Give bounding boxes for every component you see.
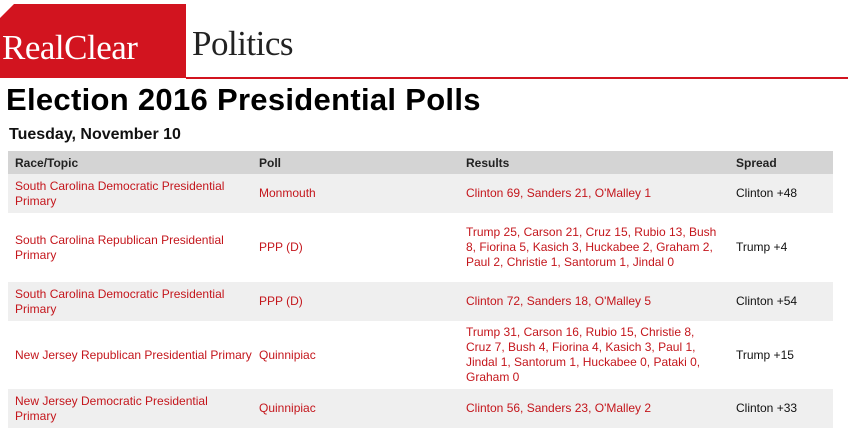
poll-link[interactable]: Monmouth (259, 186, 316, 200)
results-link[interactable]: Trump 25, Carson 21, Cruz 15, Rubio 13, … (466, 225, 717, 269)
poll-link[interactable]: PPP (D) (259, 240, 303, 254)
polls-table: Race/Topic Poll Results Spread South Car… (8, 151, 833, 428)
page-title: Election 2016 Presidential Polls (6, 82, 481, 117)
logo-fold-corner (0, 4, 14, 18)
table-row: South Carolina Republican Presidential P… (8, 213, 833, 282)
spread-value: Trump +4 (729, 213, 833, 282)
table-row: South Carolina Democratic Presidential P… (8, 282, 833, 321)
results-link[interactable]: Trump 31, Carson 16, Rubio 15, Christie … (466, 325, 701, 384)
column-header-poll: Poll (252, 151, 459, 174)
spread-value: Clinton +48 (729, 174, 833, 213)
poll-link[interactable]: Quinnipiac (259, 401, 316, 415)
table-header-row: Race/Topic Poll Results Spread (8, 151, 833, 174)
table-row: South Carolina Democratic Presidential P… (8, 174, 833, 213)
poll-link[interactable]: PPP (D) (259, 294, 303, 308)
spread-value: Trump +15 (729, 321, 833, 389)
race-link[interactable]: South Carolina Democratic Presidential P… (15, 286, 225, 316)
race-link[interactable]: New Jersey Democratic Presidential Prima… (15, 393, 208, 423)
spread-value: Clinton +33 (729, 389, 833, 428)
column-header-race: Race/Topic (8, 151, 252, 174)
column-header-spread: Spread (729, 151, 833, 174)
spread-value: Clinton +54 (729, 282, 833, 321)
site-logo[interactable]: RealClear (0, 4, 186, 78)
table-row: New Jersey Republican Presidential Prima… (8, 321, 833, 389)
logo-text-politics[interactable]: Politics (192, 24, 294, 63)
race-link[interactable]: South Carolina Democratic Presidential P… (15, 178, 225, 208)
date-heading: Tuesday, November 10 (9, 126, 181, 143)
site-header: RealClear Politics (0, 0, 848, 82)
poll-link[interactable]: Quinnipiac (259, 347, 316, 362)
race-link[interactable]: New Jersey Republican Presidential Prima… (15, 347, 252, 362)
logo-text-realclear: RealClear (2, 28, 138, 67)
race-link[interactable]: South Carolina Republican Presidential P… (15, 232, 224, 262)
table-row: New Jersey Democratic Presidential Prima… (8, 389, 833, 428)
header-divider (186, 77, 848, 79)
results-link[interactable]: Clinton 56, Sanders 23, O'Malley 2 (466, 401, 652, 415)
column-header-results: Results (459, 151, 729, 174)
results-link[interactable]: Clinton 72, Sanders 18, O'Malley 5 (466, 294, 652, 308)
results-link[interactable]: Clinton 69, Sanders 21, O'Malley 1 (466, 186, 652, 200)
